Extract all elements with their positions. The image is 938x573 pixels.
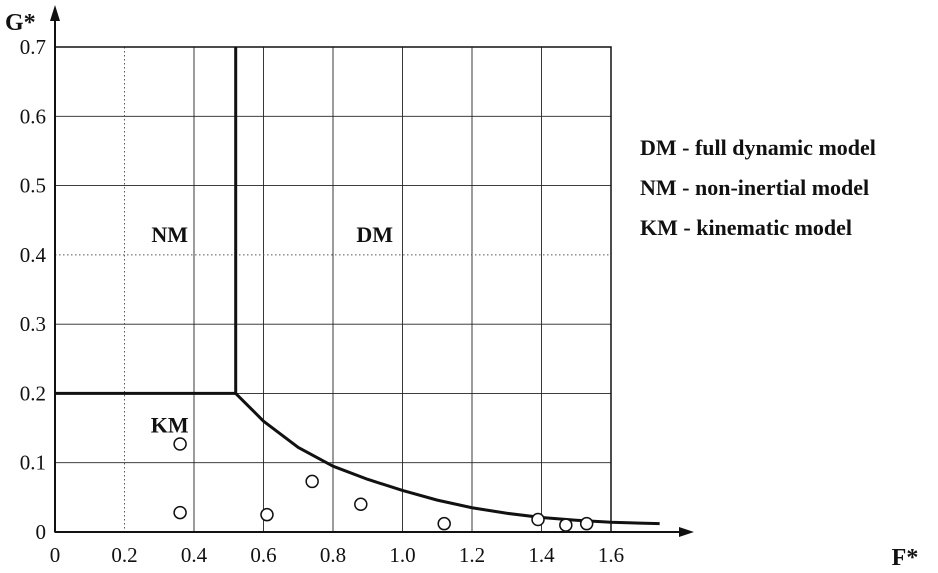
legend-entry-dm: DM - full dynamic model	[640, 135, 876, 160]
y-tick-label: 0.7	[20, 35, 46, 59]
legend-entry-km: KM - kinematic model	[640, 215, 852, 240]
y-tick-label: 0.6	[20, 104, 46, 128]
x-tick-label: 0.4	[181, 543, 208, 567]
y-tick-label: 0.2	[20, 381, 46, 405]
x-tick-label: 1.0	[389, 543, 415, 567]
x-axis-title: F*	[892, 545, 919, 571]
y-axis-arrow-icon	[50, 5, 60, 21]
x-axis-arrow-icon	[679, 527, 694, 537]
data-point	[437, 516, 451, 531]
x-tick-label: 0.6	[250, 543, 276, 567]
axes	[50, 5, 694, 537]
y-tick-labels: 0 0.1 0.2 0.3 0.4 0.5 0.6 0.7	[20, 35, 47, 544]
data-point	[559, 518, 573, 532]
x-tick-label: 1.2	[459, 543, 485, 567]
y-tick-label: 0.5	[20, 174, 46, 198]
x-tick-labels: 0 0.2 0.4 0.6 0.8 1.0 1.2 1.4 1.6	[50, 543, 624, 567]
data-point	[354, 497, 368, 512]
y-axis-title: G*	[5, 10, 36, 36]
region-label-nm: NM	[151, 222, 188, 247]
region-label-km: KM	[151, 413, 189, 438]
grid-lines	[55, 47, 611, 532]
x-tick-label: 1.6	[598, 543, 624, 567]
y-tick-label: 0.4	[20, 243, 47, 267]
region-label-dm: DM	[356, 222, 393, 247]
data-point	[260, 507, 274, 522]
data-point	[579, 516, 594, 531]
x-tick-label: 0	[50, 543, 61, 567]
legend-entry-nm: NM - non-inertial model	[640, 175, 869, 200]
y-tick-label: 0.3	[20, 312, 46, 336]
data-points	[173, 437, 594, 532]
region-boundaries	[55, 47, 660, 526]
x-tick-label: 0.2	[111, 543, 137, 567]
data-point	[173, 505, 187, 520]
data-point	[173, 437, 187, 451]
data-point	[531, 512, 545, 527]
data-point	[305, 474, 319, 489]
boundary-km-dm-curve	[234, 392, 660, 526]
legend: DM - full dynamic model NM - non-inertia…	[640, 135, 876, 240]
y-tick-label: 0	[36, 520, 47, 544]
x-tick-label: 1.4	[528, 543, 555, 567]
region-labels: NM DM KM	[151, 222, 394, 438]
x-tick-label: 0.8	[320, 543, 346, 567]
y-tick-label: 0.1	[20, 451, 46, 475]
